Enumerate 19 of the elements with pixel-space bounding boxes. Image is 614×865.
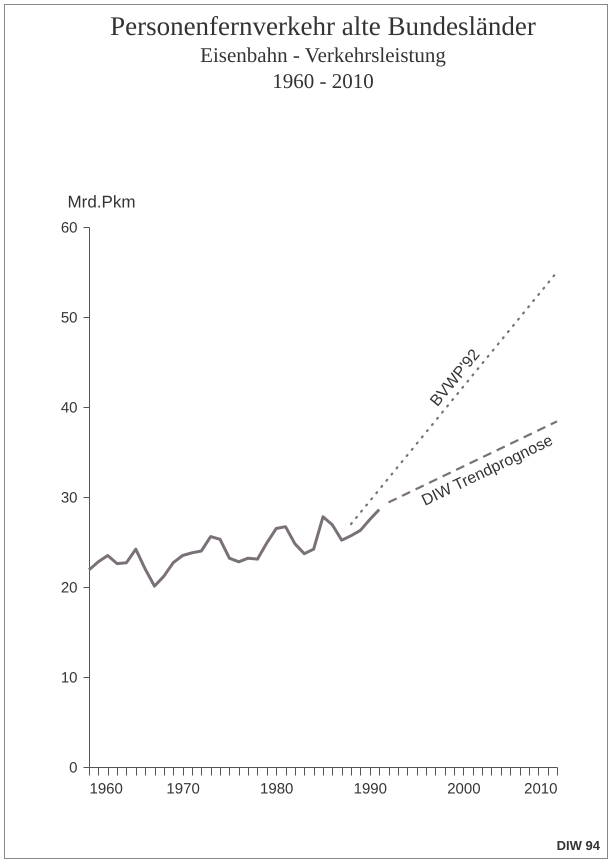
x-tick-label: 1990 [354, 780, 387, 798]
text: Eisenbahn - Verkehrsleistung [200, 43, 446, 67]
line-series [88, 508, 381, 588]
x-tick-label: 1960 [90, 780, 123, 798]
x-tick-label: 2010 [524, 780, 558, 798]
y-tick-label: 0 [69, 760, 78, 776]
x-tick-label: 2000 [447, 780, 481, 798]
y-tick-label: 60 [60, 220, 78, 236]
y-tick-label: 20 [60, 580, 78, 596]
x-tick-label: 1980 [260, 780, 294, 798]
y-tick-label: 10 [60, 670, 78, 686]
chart-title: Personenfernverkehr alte Bundesländer [110, 11, 536, 41]
y-tick-label: 30 [60, 490, 78, 506]
y-axis-title: Mrd.Pkm [68, 192, 136, 212]
text: DIW 94 [556, 838, 600, 853]
y-tick-label: 50 [60, 310, 78, 326]
text: 1960 - 2010 [272, 69, 374, 93]
x-tick-label: 1970 [166, 780, 200, 798]
y-tick-label: 40 [60, 400, 78, 416]
